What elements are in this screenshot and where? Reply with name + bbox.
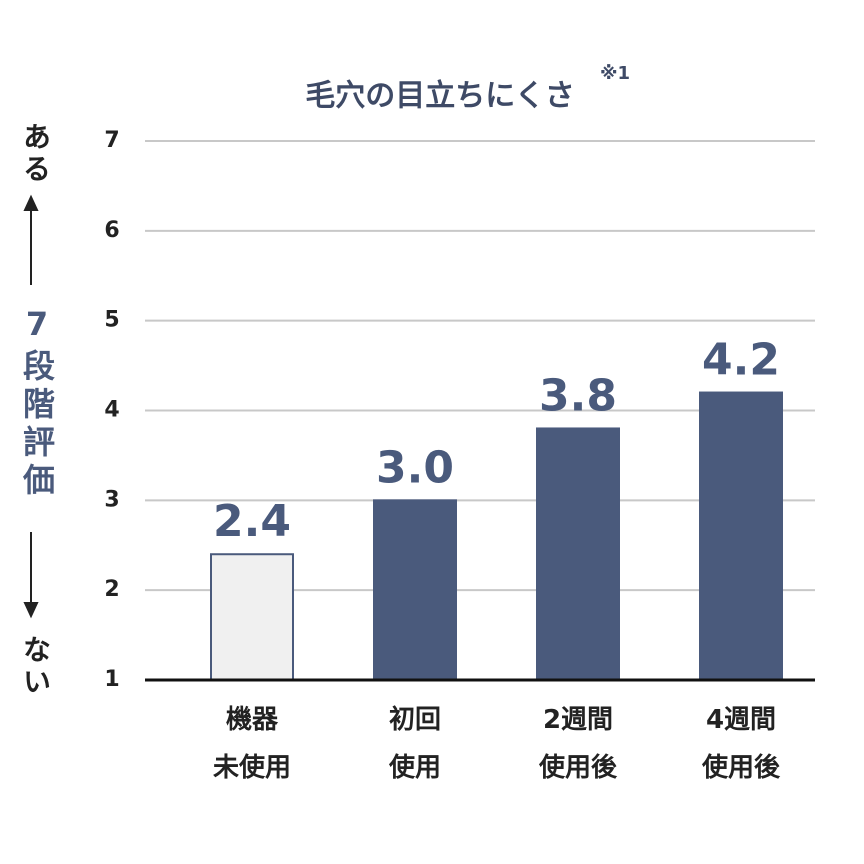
y-tick-label: 1: [104, 667, 119, 692]
up-arrow-head: [23, 194, 39, 211]
y-tick-label: 3: [104, 487, 119, 512]
y-tick-label: 7: [104, 128, 119, 153]
value-label: 3.0: [376, 442, 454, 493]
bar: [699, 391, 783, 681]
x-tick-label: 初回 使用: [388, 705, 441, 783]
bar: [210, 553, 294, 682]
y-tick-label: 4: [104, 398, 119, 423]
y-axis-bottom: ない: [19, 635, 52, 699]
value-label: 3.8: [539, 370, 617, 421]
y-axis-title: 7段階評価: [18, 305, 56, 501]
y-tick-label: 6: [104, 218, 119, 243]
axis-arrows: [23, 194, 39, 619]
chart-title: 毛穴の目立ちにくさ: [305, 79, 574, 114]
down-arrow-head: [23, 602, 39, 619]
y-tick-label: 5: [104, 308, 119, 333]
value-label: 4.2: [702, 335, 780, 386]
title-note: ※1: [600, 63, 630, 84]
bar: [536, 427, 620, 682]
x-tick-label: 2週間 使用後: [538, 705, 617, 783]
bar: [373, 499, 457, 682]
x-tick-label: 機器 未使用: [212, 705, 291, 783]
y-axis-top: ある: [19, 122, 52, 186]
x-tick-label: 4週間 使用後: [701, 705, 780, 783]
value-label: 2.4: [213, 496, 291, 547]
y-tick-label: 2: [104, 577, 119, 602]
